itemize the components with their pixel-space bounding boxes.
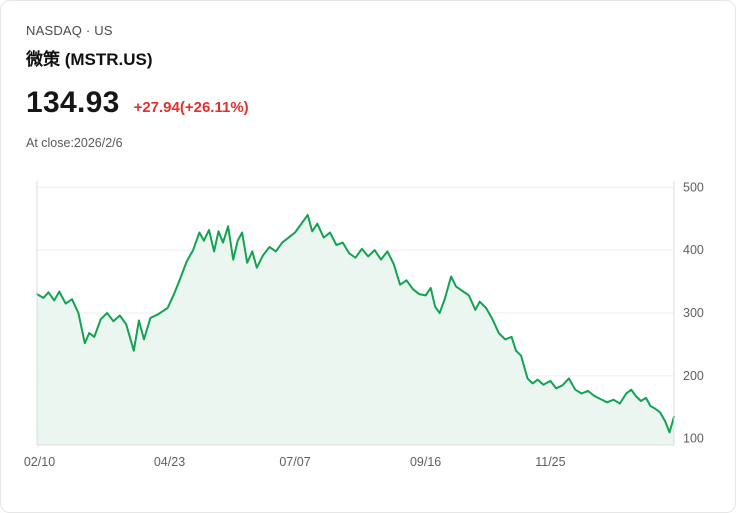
y-tick-label: 100 bbox=[683, 432, 704, 446]
price-area-fill bbox=[37, 214, 674, 445]
y-tick-label: 400 bbox=[683, 243, 704, 257]
close-timestamp: At close:2026/2/6 bbox=[26, 136, 123, 150]
price-row: 134.93 +27.94(+26.11%) bbox=[26, 86, 710, 120]
stock-name: 微策 (MSTR.US) bbox=[26, 50, 153, 69]
price-chart[interactable]: 500 400 300 200 100 02/10 04/23 07/07 09/16 11/25 bbox=[19, 171, 723, 481]
price-line bbox=[36, 213, 675, 434]
y-tick-label: 500 bbox=[683, 180, 704, 194]
x-tick-label: 02/10 bbox=[24, 455, 55, 469]
x-tick-label: 07/07 bbox=[279, 455, 310, 469]
y-tick-label: 200 bbox=[683, 369, 704, 383]
last-price: 134.93 bbox=[26, 86, 120, 119]
x-tick-label: 11/25 bbox=[535, 455, 565, 469]
y-tick-label: 300 bbox=[683, 306, 704, 320]
x-tick-label: 04/23 bbox=[154, 455, 185, 469]
exchange-label: NASDAQ · US bbox=[26, 23, 113, 38]
price-change: +27.94(+26.11%) bbox=[133, 99, 249, 116]
quote-header: NASDAQ · US 微策 (MSTR.US) 134.93 +27.94(+… bbox=[1, 1, 735, 150]
x-tick-label: 09/16 bbox=[410, 455, 441, 469]
chart-area: 500 400 300 200 100 02/10 04/23 07/07 09/16 11/25 bbox=[19, 171, 723, 481]
